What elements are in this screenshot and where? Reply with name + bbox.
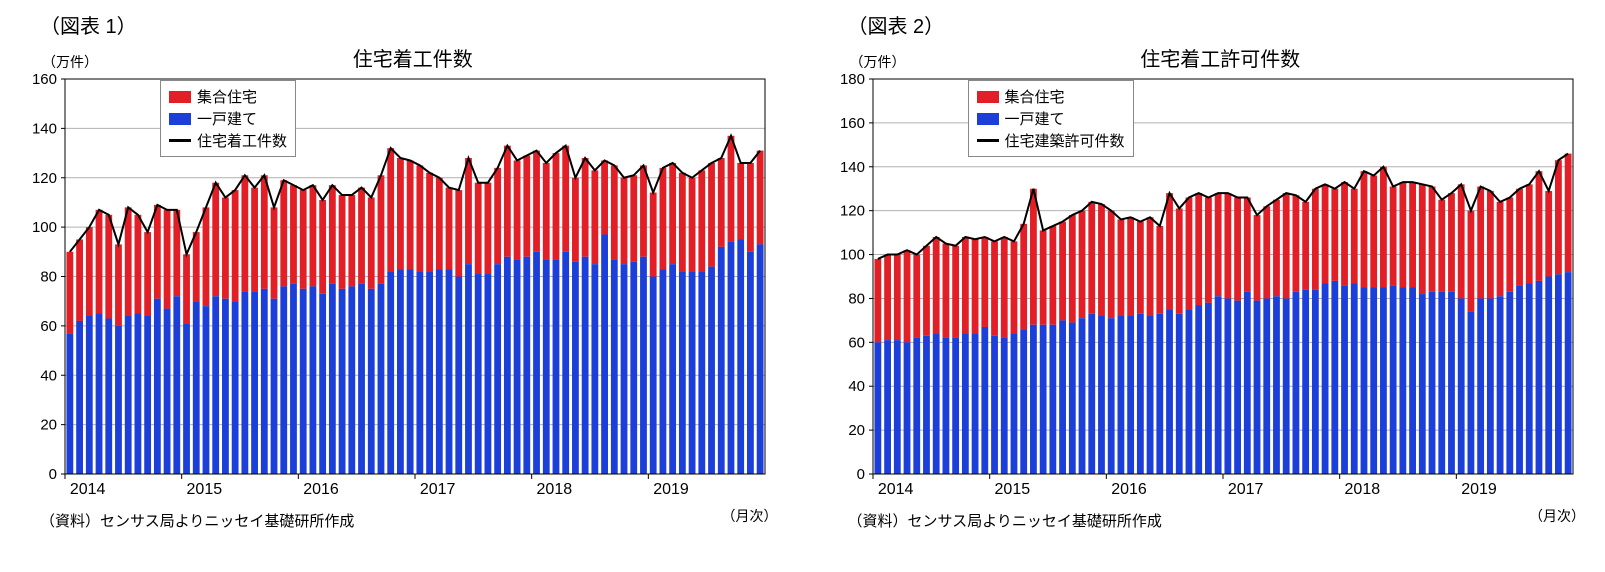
svg-text:80: 80 xyxy=(40,269,57,286)
svg-text:140: 140 xyxy=(839,159,864,176)
chart-svg-1: 0 20 40 60 80 100 120 140 160 2014 2015 2016 2017 201… xyxy=(10,74,780,504)
svg-text:2017: 2017 xyxy=(420,481,456,498)
svg-text:60: 60 xyxy=(40,318,57,335)
figure-label-2: （図表 2） xyxy=(848,10,1596,39)
legend-label: 住宅建築許可件数 xyxy=(1005,130,1125,151)
legend-2: 集合住宅一戸建て住宅建築許可件数 xyxy=(968,80,1134,157)
svg-text:2014: 2014 xyxy=(877,481,913,498)
svg-text:2018: 2018 xyxy=(1344,481,1380,498)
svg-text:80: 80 xyxy=(848,290,865,307)
legend-line-swatch xyxy=(169,139,191,142)
legend-item: 一戸建て xyxy=(169,108,287,129)
svg-text:100: 100 xyxy=(32,219,57,236)
legend-line-swatch xyxy=(977,139,999,142)
svg-text:2019: 2019 xyxy=(653,481,689,498)
svg-text:160: 160 xyxy=(839,115,864,132)
chart-title-1: 住宅着工件数 xyxy=(98,43,728,72)
chart-svg-2: 0 20 40 60 80 100 120 140 160 180 2014 2015 2016 2017… xyxy=(818,74,1588,504)
legend-label: 集合住宅 xyxy=(197,86,257,107)
legend-label: 集合住宅 xyxy=(1005,86,1065,107)
svg-text:0: 0 xyxy=(856,466,864,483)
x-unit-2: （月次） xyxy=(1529,506,1585,526)
svg-text:2017: 2017 xyxy=(1227,481,1263,498)
svg-text:20: 20 xyxy=(848,422,865,439)
svg-text:2018: 2018 xyxy=(537,481,573,498)
svg-text:100: 100 xyxy=(839,247,864,264)
source-1: （資料）センサス局よりニッセイ基礎研所作成 xyxy=(40,510,788,531)
svg-text:2015: 2015 xyxy=(994,481,1030,498)
svg-text:120: 120 xyxy=(839,203,864,220)
svg-text:140: 140 xyxy=(32,120,57,137)
legend-item: 集合住宅 xyxy=(977,86,1125,107)
svg-text:60: 60 xyxy=(848,334,865,351)
legend-swatch xyxy=(169,91,191,103)
x-unit-1: （月次） xyxy=(722,506,778,526)
legend-swatch xyxy=(169,113,191,125)
svg-text:180: 180 xyxy=(839,74,864,88)
y-unit-1: （万件） xyxy=(42,52,98,72)
charts-container: （図表 1） （万件） 住宅着工件数 集合住宅一戸建て住宅着工件数 020406… xyxy=(10,10,1595,531)
chart-wrap-1: 集合住宅一戸建て住宅着工件数 0 20 40 60 80 100 120 140 160 2014… xyxy=(10,74,788,504)
chart-panel-2: （図表 2） （万件） 住宅着工許可件数 集合住宅一戸建て住宅建築許可件数 02… xyxy=(818,10,1596,531)
legend-swatch xyxy=(977,113,999,125)
svg-text:40: 40 xyxy=(40,367,57,384)
chart-panel-1: （図表 1） （万件） 住宅着工件数 集合住宅一戸建て住宅着工件数 020406… xyxy=(10,10,788,531)
legend-swatch xyxy=(977,91,999,103)
y-unit-2: （万件） xyxy=(850,52,906,72)
chart-wrap-2: 集合住宅一戸建て住宅建築許可件数 0 20 40 60 80 100 120 140 160 18… xyxy=(818,74,1596,504)
figure-label-1: （図表 1） xyxy=(40,10,788,39)
chart-title-2: 住宅着工許可件数 xyxy=(906,43,1536,72)
svg-text:160: 160 xyxy=(32,74,57,88)
legend-label: 一戸建て xyxy=(1005,108,1065,129)
svg-text:20: 20 xyxy=(40,417,57,434)
svg-text:2016: 2016 xyxy=(303,481,339,498)
source-2: （資料）センサス局よりニッセイ基礎研所作成 xyxy=(848,510,1596,531)
legend-item: 一戸建て xyxy=(977,108,1125,129)
svg-text:2014: 2014 xyxy=(70,481,106,498)
legend-label: 住宅着工件数 xyxy=(197,130,287,151)
svg-text:0: 0 xyxy=(49,466,57,483)
legend-item: 住宅着工件数 xyxy=(169,130,287,151)
legend-1: 集合住宅一戸建て住宅着工件数 xyxy=(160,80,296,157)
svg-text:120: 120 xyxy=(32,170,57,187)
svg-text:2015: 2015 xyxy=(187,481,223,498)
svg-text:40: 40 xyxy=(848,378,865,395)
legend-item: 集合住宅 xyxy=(169,86,287,107)
svg-text:2019: 2019 xyxy=(1461,481,1497,498)
legend-label: 一戸建て xyxy=(197,108,257,129)
legend-item: 住宅建築許可件数 xyxy=(977,130,1125,151)
svg-text:2016: 2016 xyxy=(1111,481,1147,498)
